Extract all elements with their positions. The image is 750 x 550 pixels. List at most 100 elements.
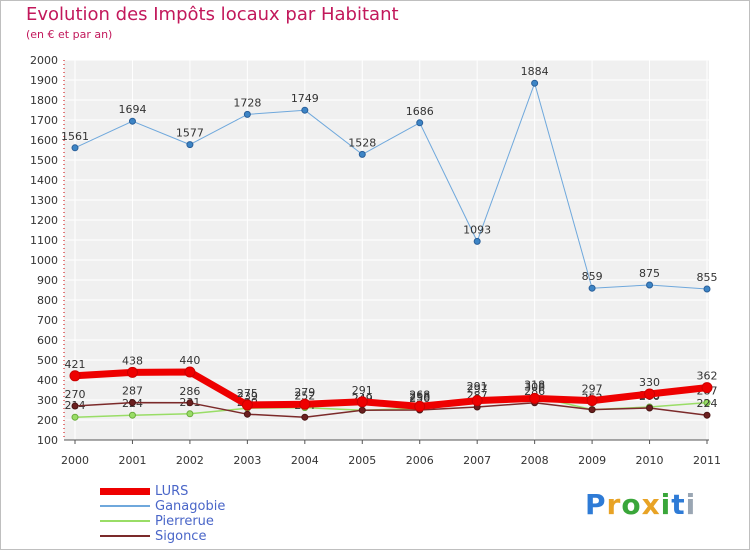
legend-swatch: [100, 487, 150, 495]
data-label-lurs: 440: [179, 354, 200, 367]
x-tick-label: 2007: [463, 454, 491, 467]
y-tick-label: 1300: [30, 194, 58, 207]
plot-area: [64, 60, 709, 440]
data-label-pierrerue: 258: [409, 390, 430, 403]
data-label-lurs: 275: [237, 387, 258, 400]
data-point-ganagobie: [703, 285, 711, 293]
data-point-ganagobie: [71, 144, 79, 152]
legend-label: Sigonce: [155, 529, 207, 544]
legend-swatch: [100, 535, 150, 537]
legend-swatch: [100, 520, 150, 522]
data-label-ganagobie: 855: [697, 271, 718, 284]
y-tick-label: 1700: [30, 114, 58, 127]
data-point-sigonce: [186, 399, 194, 407]
data-label-sigonce: 270: [65, 388, 86, 401]
data-label-lurs: 330: [639, 376, 660, 389]
proxiti-logo: Proxiti: [585, 488, 696, 521]
data-label-lurs: 297: [467, 383, 488, 396]
data-point-ganagobie: [646, 281, 654, 289]
data-point-lurs: [414, 400, 426, 412]
data-point-sigonce: [128, 399, 136, 407]
data-point-sigonce: [301, 413, 309, 421]
x-tick-label: 2004: [291, 454, 319, 467]
chart-title: Evolution des Impôts locaux par Habitant: [26, 4, 399, 25]
logo-letter: t: [671, 488, 686, 521]
logo-letter: i: [660, 488, 672, 521]
data-label-lurs: 438: [122, 354, 143, 367]
data-label-ganagobie: 1561: [61, 130, 89, 143]
data-point-ganagobie: [186, 141, 194, 149]
data-label-ganagobie: 1577: [176, 127, 204, 140]
y-tick-label: 900: [37, 274, 58, 287]
data-point-ganagobie: [128, 117, 136, 125]
y-tick-label: 1000: [30, 254, 58, 267]
data-point-lurs: [529, 392, 541, 404]
data-point-lurs: [701, 382, 713, 394]
legend-label: Ganagobie: [155, 499, 226, 514]
data-point-sigonce: [358, 406, 366, 414]
data-label-lurs: 291: [352, 384, 373, 397]
y-tick-label: 1900: [30, 74, 58, 87]
data-label-pierrerue: 291: [467, 380, 488, 393]
data-label-lurs: 308: [524, 380, 545, 393]
y-tick-label: 800: [37, 294, 58, 307]
series-line-sigonce: [74, 401, 708, 418]
data-label-sigonce: 286: [179, 385, 200, 398]
x-tick-label: 2008: [521, 454, 549, 467]
data-label-ganagobie: 1884: [521, 65, 549, 78]
data-point-lurs: [586, 395, 598, 407]
y-tick-label: 1800: [30, 94, 58, 107]
data-point-sigonce: [71, 402, 79, 410]
data-label-lurs: 297: [582, 383, 603, 396]
y-tick-label: 2000: [30, 54, 58, 67]
data-point-pierrerue: [71, 413, 79, 421]
y-tick-label: 700: [37, 314, 58, 327]
data-point-pierrerue: [128, 411, 136, 419]
data-point-ganagobie: [416, 119, 424, 127]
data-label-sigonce: 224: [697, 397, 718, 410]
data-point-sigonce: [243, 410, 251, 418]
x-tick-label: 2010: [636, 454, 664, 467]
data-point-lurs: [69, 370, 81, 382]
data-label-ganagobie: 1728: [233, 96, 261, 109]
legend-label: LURS: [155, 484, 189, 499]
data-label-ganagobie: 1749: [291, 92, 319, 105]
x-tick-label: 2001: [118, 454, 146, 467]
data-label-lurs: 421: [65, 358, 86, 371]
y-tick-label: 1500: [30, 154, 58, 167]
data-label-pierrerue: 252: [294, 390, 315, 403]
y-tick-label: 600: [37, 334, 58, 347]
y-tick-label: 400: [37, 374, 58, 387]
data-label-ganagobie: 1686: [406, 105, 434, 118]
x-tick-label: 2011: [693, 454, 721, 467]
data-point-lurs: [126, 366, 138, 378]
data-point-pierrerue: [703, 399, 711, 407]
data-point-sigonce: [588, 406, 596, 414]
y-tick-label: 1600: [30, 134, 58, 147]
logo-letter: r: [606, 488, 622, 521]
data-label-sigonce: 287: [122, 385, 143, 398]
legend-swatch: [100, 505, 150, 507]
x-tick-label: 2003: [233, 454, 261, 467]
logo-letter: P: [585, 488, 607, 521]
y-tick-label: 100: [37, 434, 58, 447]
x-tick-label: 2000: [61, 454, 89, 467]
data-label-sigonce: 286: [524, 385, 545, 398]
data-label-lurs: 362: [697, 370, 718, 383]
chart-subtitle: (en € et par an): [26, 28, 113, 41]
data-label-sigonce: 250: [409, 392, 430, 405]
data-point-lurs: [644, 388, 656, 400]
data-point-ganagobie: [243, 110, 251, 118]
logo-letter: o: [621, 488, 642, 521]
data-point-ganagobie: [358, 150, 366, 158]
y-tick-label: 1200: [30, 214, 58, 227]
y-tick-label: 1100: [30, 234, 58, 247]
data-point-ganagobie: [588, 284, 596, 292]
data-label-ganagobie: 875: [639, 267, 660, 280]
data-point-lurs: [241, 399, 253, 411]
y-tick-label: 300: [37, 394, 58, 407]
series-line-lurs: [71, 368, 711, 410]
data-point-sigonce: [703, 411, 711, 419]
data-label-ganagobie: 859: [582, 270, 603, 283]
data-label-lurs: 279: [294, 386, 315, 399]
